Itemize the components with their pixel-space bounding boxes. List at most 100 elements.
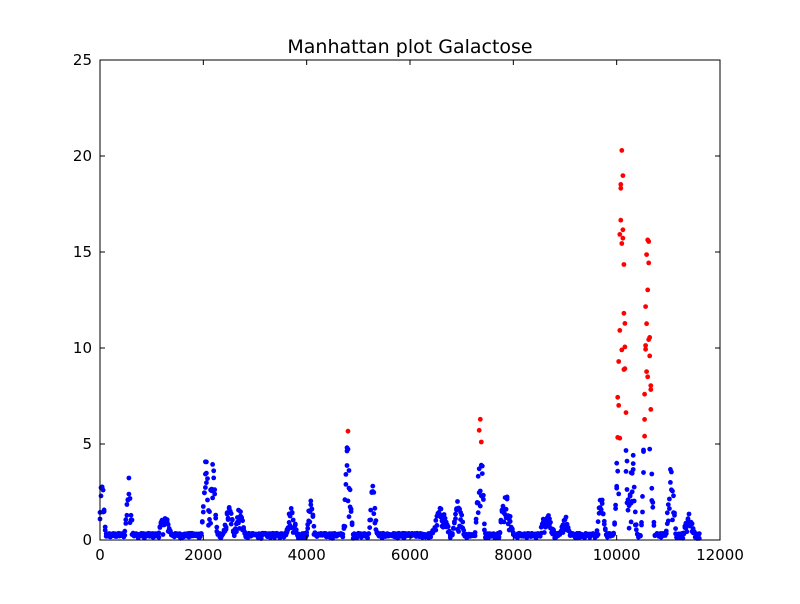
data-point — [640, 494, 645, 499]
data-point — [371, 511, 377, 517]
data-point — [625, 507, 631, 513]
data-point — [616, 403, 622, 408]
data-point — [307, 519, 313, 525]
x-tick-label: 6000 — [391, 546, 429, 564]
data-point — [665, 518, 671, 524]
data-point — [100, 487, 106, 493]
data-point — [685, 516, 691, 522]
data-point — [630, 452, 636, 458]
data-point — [481, 492, 486, 498]
data-point — [347, 487, 353, 493]
data-point — [594, 528, 600, 533]
data-point — [648, 383, 654, 388]
data-point — [602, 527, 608, 533]
data-point — [595, 532, 601, 537]
data-point — [618, 182, 624, 187]
data-point — [598, 507, 604, 512]
data-point — [624, 487, 630, 492]
data-point — [442, 515, 448, 521]
data-point — [646, 260, 652, 266]
data-point — [496, 534, 502, 540]
x-axis: 0 2000 4000 6000 8000 10000 12000 — [95, 60, 744, 564]
data-point — [126, 491, 132, 497]
data-point — [618, 217, 624, 223]
data-point — [644, 252, 649, 257]
data-point — [368, 507, 374, 513]
data-point — [619, 148, 625, 153]
y-axis: 0 5 10 15 20 25 — [73, 51, 720, 549]
data-point — [122, 528, 128, 534]
data-point — [455, 499, 460, 504]
data-point — [450, 532, 455, 538]
data-point — [473, 516, 479, 522]
data-point — [628, 519, 634, 525]
data-point — [622, 366, 628, 372]
data-point — [311, 523, 317, 529]
x-tick-label: 4000 — [288, 546, 326, 564]
data-point — [241, 525, 247, 530]
data-point — [622, 321, 628, 326]
data-point — [445, 524, 451, 529]
data-point — [229, 517, 235, 523]
data-point — [615, 394, 621, 400]
data-point — [479, 463, 485, 469]
data-point — [643, 304, 648, 309]
data-point — [127, 496, 133, 501]
data-point — [645, 287, 651, 293]
data-point — [621, 310, 627, 316]
data-point — [292, 521, 298, 527]
y-tick-label: 20 — [73, 147, 92, 165]
data-point — [624, 458, 630, 464]
data-point — [601, 518, 607, 524]
data-point — [204, 480, 209, 486]
data-point — [497, 530, 503, 535]
data-point — [630, 467, 636, 472]
data-point — [365, 535, 370, 541]
data-point — [684, 529, 690, 535]
data-point — [689, 521, 695, 527]
data-point — [200, 504, 206, 509]
data-point — [599, 501, 605, 506]
y-tick-label: 0 — [82, 531, 92, 549]
data-point — [475, 473, 481, 479]
data-point — [632, 509, 638, 515]
data-point — [617, 232, 623, 237]
data-point — [633, 527, 639, 533]
data-point — [225, 515, 231, 521]
data-point — [503, 506, 509, 512]
data-point — [212, 487, 218, 493]
x-tick-label: 0 — [95, 546, 105, 564]
data-point — [370, 483, 376, 489]
data-point — [670, 488, 675, 494]
data-point — [477, 488, 483, 494]
data-point — [639, 520, 644, 525]
data-point — [204, 470, 209, 476]
data-point — [452, 520, 457, 526]
data-point — [614, 483, 620, 489]
data-point — [686, 511, 692, 517]
data-point — [647, 335, 653, 340]
data-point — [345, 446, 351, 452]
data-point — [595, 519, 601, 525]
data-point — [205, 476, 210, 481]
data-point — [633, 522, 639, 528]
data-point — [613, 502, 618, 508]
data-point — [433, 527, 439, 533]
data-point — [638, 533, 643, 538]
data-point — [670, 517, 675, 523]
data-point — [224, 511, 230, 517]
data-point — [211, 475, 217, 481]
data-point — [667, 506, 672, 511]
data-point — [614, 460, 620, 466]
data-point — [650, 500, 656, 505]
data-point — [214, 524, 220, 530]
data-point — [289, 510, 295, 516]
data-point — [371, 490, 377, 495]
data-point — [629, 489, 635, 495]
data-point — [373, 518, 379, 523]
data-point — [621, 262, 627, 267]
data-point — [228, 521, 234, 527]
data-point — [164, 517, 170, 523]
